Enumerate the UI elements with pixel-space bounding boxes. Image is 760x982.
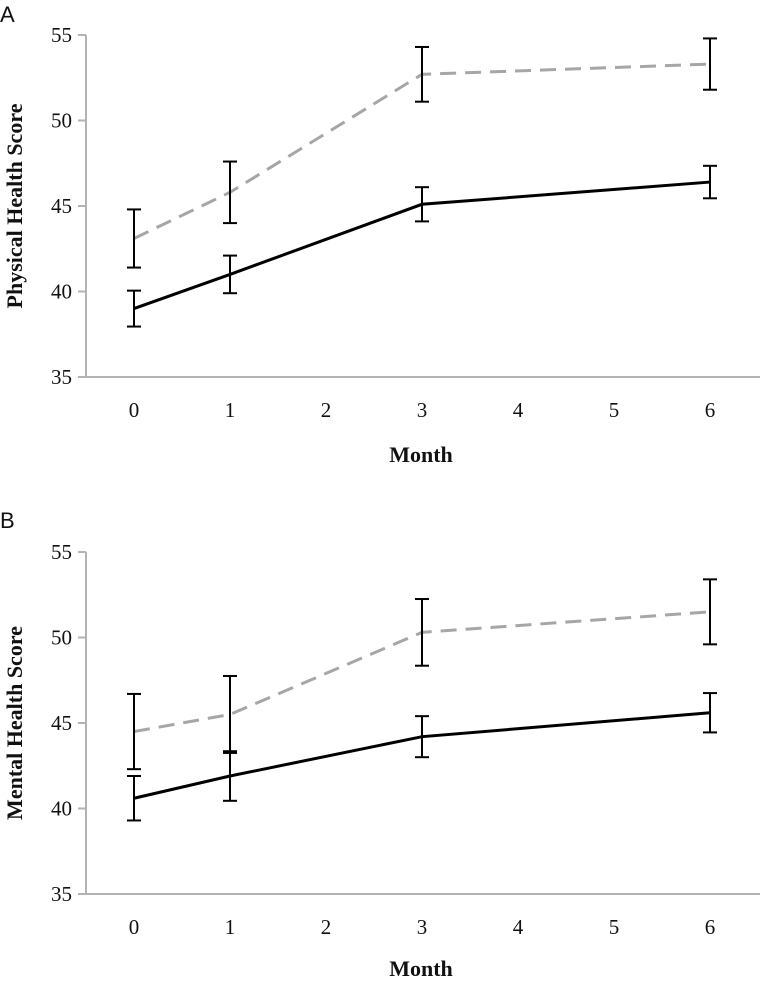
y-axis-title: Physical Health Score — [2, 103, 27, 308]
error-bar — [415, 186, 429, 223]
x-tick-label: 2 — [321, 915, 332, 939]
x-tick-label: 4 — [513, 915, 524, 939]
y-tick-label: 50 — [51, 109, 72, 133]
error-bar — [703, 578, 717, 646]
error-bar — [127, 775, 141, 822]
y-tick-label: 50 — [51, 626, 72, 650]
panel-label: A — [0, 2, 15, 27]
y-axis-title: Mental Health Score — [2, 626, 27, 820]
error-bar — [127, 289, 141, 328]
error-bar — [127, 208, 141, 269]
y-tick-label: 45 — [51, 194, 72, 218]
x-axis-title: Month — [389, 956, 453, 981]
error-bar — [703, 37, 717, 91]
error-bar — [703, 692, 717, 734]
y-tick-label: 40 — [51, 797, 72, 821]
error-bar — [127, 692, 141, 771]
x-tick-label: 3 — [417, 398, 428, 422]
error-bar — [223, 674, 237, 754]
x-tick-label: 5 — [609, 915, 620, 939]
x-tick-label: 4 — [513, 398, 524, 422]
series-line-solid-black — [133, 711, 711, 800]
y-tick-label: 55 — [51, 540, 72, 564]
x-tick-label: 3 — [417, 915, 428, 939]
y-tick-label: 45 — [51, 711, 72, 735]
y-tick-label: 35 — [51, 882, 72, 906]
error-bar — [415, 715, 429, 759]
panel-label: B — [0, 508, 15, 533]
y-tick-label: 40 — [51, 280, 72, 304]
x-tick-label: 6 — [705, 915, 716, 939]
x-tick-label: 5 — [609, 398, 620, 422]
x-tick-label: 6 — [705, 398, 716, 422]
x-tick-label: 0 — [129, 915, 140, 939]
series-line-dashed-gray — [133, 610, 711, 734]
x-tick-label: 0 — [129, 398, 140, 422]
error-bar — [703, 164, 717, 200]
error-bar — [223, 160, 237, 225]
y-tick-label: 35 — [51, 365, 72, 389]
x-axis-title: Month — [389, 442, 453, 467]
x-tick-label: 2 — [321, 398, 332, 422]
series-line-dashed-gray — [133, 62, 711, 240]
error-bar — [223, 750, 237, 802]
y-tick-label: 55 — [51, 23, 72, 47]
series-line-solid-black — [133, 180, 711, 311]
x-tick-label: 1 — [225, 398, 236, 422]
error-bar — [415, 45, 429, 103]
error-bar — [223, 254, 237, 295]
x-tick-label: 1 — [225, 915, 236, 939]
error-bar — [415, 598, 429, 667]
